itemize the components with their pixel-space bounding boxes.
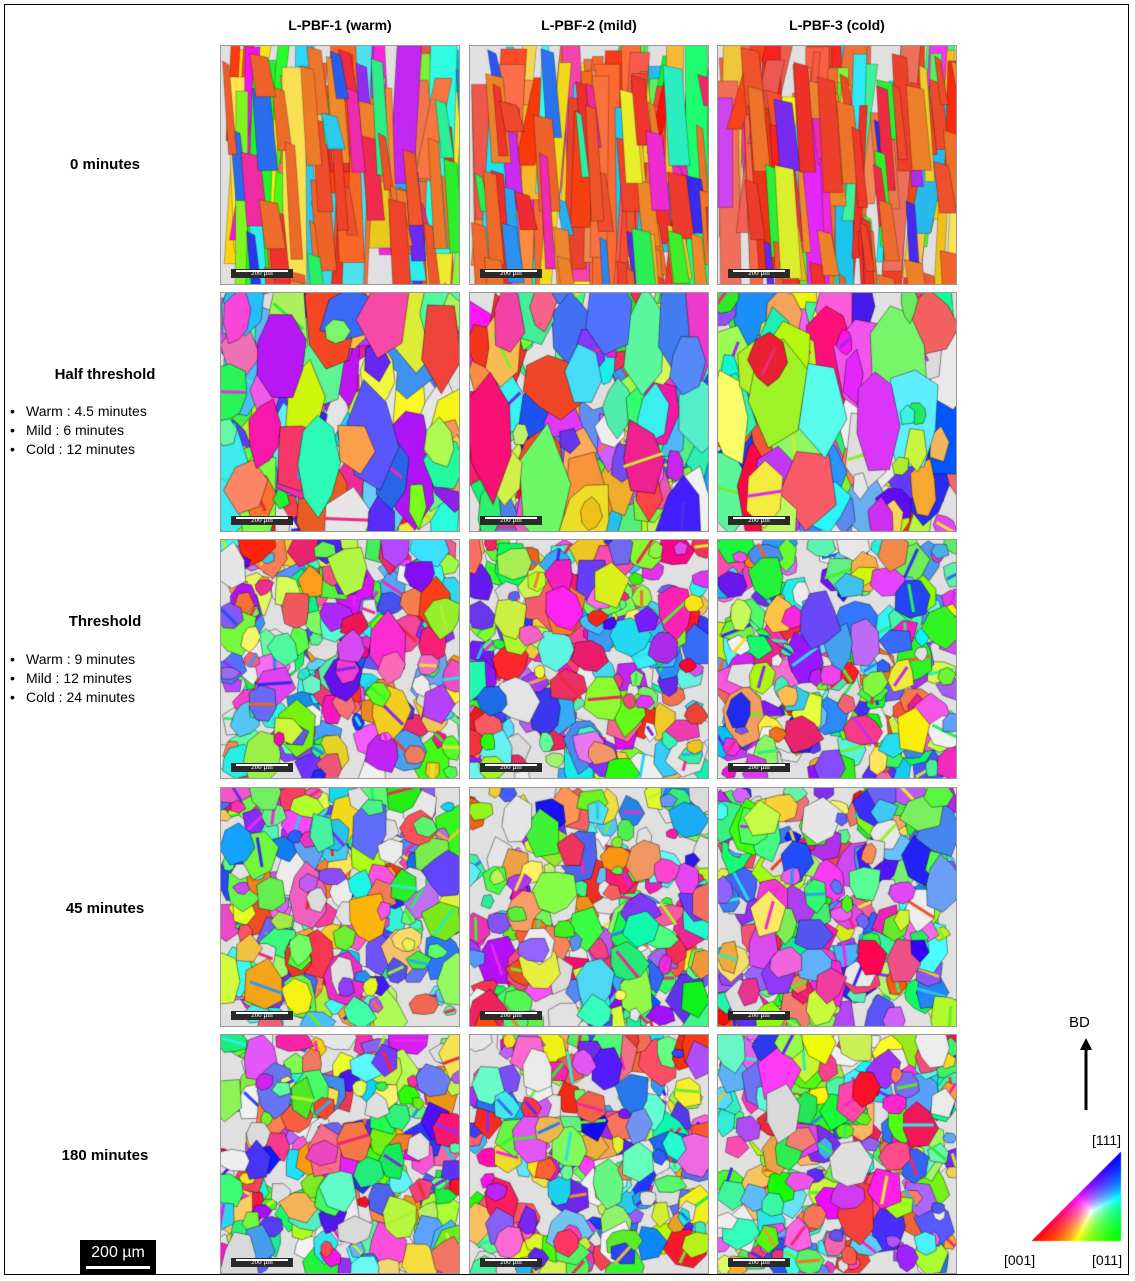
row-label-half-threshold: Half threshold — [54, 366, 156, 383]
ipf-label-001: [001] — [1004, 1252, 1036, 1268]
ebsd-map-image — [718, 788, 956, 1026]
ebsd-map-180-minutes-cold: 200 µm — [717, 1034, 957, 1274]
half-threshold-mild: Mild : 6 minutes — [10, 421, 147, 440]
ebsd-map-image — [221, 1035, 459, 1273]
ipf-label-111: [111] — [1092, 1132, 1122, 1148]
ebsd-map-threshold-warm: 200 µm — [220, 539, 460, 779]
build-direction-arrow-icon — [1080, 1038, 1092, 1110]
ebsd-map-image — [470, 293, 708, 531]
panel-scale-bar: 200 µm — [480, 1011, 542, 1020]
ebsd-map-image — [718, 540, 956, 778]
panel-scale-bar: 200 µm — [728, 269, 790, 278]
panel-scale-bar: 200 µm — [728, 516, 790, 525]
panel-scale-bar: 200 µm — [231, 269, 293, 278]
ebsd-map-image — [470, 540, 708, 778]
threshold-cold: Cold : 24 minutes — [10, 688, 135, 707]
ipf-label-011: [011] — [1092, 1252, 1123, 1268]
ebsd-map-0-minutes-cold: 200 µm — [717, 45, 957, 285]
half-threshold-warm: Warm : 4.5 minutes — [10, 402, 147, 421]
row-label-threshold: Threshold — [68, 613, 142, 630]
panel-scale-bar: 200 µm — [480, 763, 542, 772]
panel-scale-bar: 200 µm — [231, 1011, 293, 1020]
threshold-mild: Mild : 12 minutes — [10, 669, 135, 688]
panel-scale-bar: 200 µm — [231, 1258, 293, 1267]
ebsd-map-image — [470, 788, 708, 1026]
ebsd-map-image — [470, 1035, 708, 1273]
row-label-45-minutes: 45 minutes — [65, 900, 145, 917]
column-header-warm: L-PBF-1 (warm) — [288, 17, 392, 33]
half-threshold-times: Warm : 4.5 minutes Mild : 6 minutes Cold… — [10, 402, 147, 459]
column-header-mild: L-PBF-2 (mild) — [541, 17, 637, 33]
threshold-warm: Warm : 9 minutes — [10, 650, 135, 669]
ebsd-map-image — [470, 46, 708, 284]
scale-bar-line — [86, 1266, 150, 1269]
ebsd-map-image — [718, 46, 956, 284]
ebsd-map-image — [221, 788, 459, 1026]
ebsd-map-45-minutes-cold: 200 µm — [717, 787, 957, 1027]
threshold-times: Warm : 9 minutes Mild : 12 minutes Cold … — [10, 650, 135, 707]
ebsd-map-image — [221, 293, 459, 531]
ebsd-map-half-threshold-mild: 200 µm — [469, 292, 709, 532]
scale-bar-label: 200 µm — [91, 1244, 145, 1261]
build-direction-label: BD — [1069, 1014, 1090, 1031]
panel-scale-bar: 200 µm — [728, 1258, 790, 1267]
panel-scale-bar: 200 µm — [728, 763, 790, 772]
figure-frame — [4, 4, 1129, 1275]
ebsd-map-half-threshold-warm: 200 µm — [220, 292, 460, 532]
row-label-180-minutes: 180 minutes — [61, 1147, 149, 1164]
half-threshold-cold: Cold : 12 minutes — [10, 440, 147, 459]
ebsd-map-180-minutes-warm: 200 µm — [220, 1034, 460, 1274]
column-header-cold: L-PBF-3 (cold) — [789, 17, 885, 33]
ebsd-map-threshold-mild: 200 µm — [469, 539, 709, 779]
panel-scale-bar: 200 µm — [480, 516, 542, 525]
panel-scale-bar: 200 µm — [231, 516, 293, 525]
ebsd-map-threshold-cold: 200 µm — [717, 539, 957, 779]
ebsd-map-image — [718, 293, 956, 531]
ebsd-map-180-minutes-mild: 200 µm — [469, 1034, 709, 1274]
panel-scale-bar: 200 µm — [480, 1258, 542, 1267]
ipf-color-triangle — [1030, 1150, 1122, 1242]
ebsd-map-image — [221, 540, 459, 778]
panel-scale-bar: 200 µm — [231, 763, 293, 772]
ebsd-map-image — [718, 1035, 956, 1273]
panel-scale-bar: 200 µm — [728, 1011, 790, 1020]
ebsd-map-45-minutes-mild: 200 µm — [469, 787, 709, 1027]
ebsd-map-0-minutes-warm: 200 µm — [220, 45, 460, 285]
ebsd-map-half-threshold-cold: 200 µm — [717, 292, 957, 532]
panel-scale-bar: 200 µm — [480, 269, 542, 278]
ebsd-map-45-minutes-warm: 200 µm — [220, 787, 460, 1027]
row-label-0-minutes: 0 minutes — [69, 156, 141, 173]
ebsd-map-image — [221, 46, 459, 284]
ebsd-map-0-minutes-mild: 200 µm — [469, 45, 709, 285]
scale-bar: 200 µm — [80, 1240, 156, 1274]
